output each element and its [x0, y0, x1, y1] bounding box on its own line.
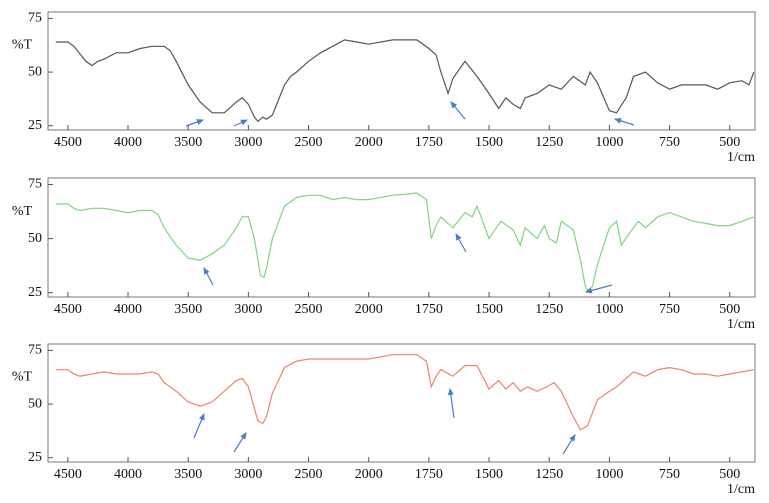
y-axis-label: %T	[12, 369, 33, 384]
x-tick-label: 1250	[535, 467, 563, 482]
x-tick-label: 750	[659, 467, 680, 482]
x-tick-label: 4000	[114, 467, 142, 482]
arrow	[450, 101, 466, 120]
arrow	[185, 119, 204, 127]
x-tick-label: 500	[719, 467, 740, 482]
y-tick-label: 50	[28, 231, 42, 246]
x-tick-label: 4000	[114, 135, 142, 150]
spectrum-panel: 25 50 75 4500 4000 3500 3000 2500 2000 1750 1500 12…	[12, 11, 756, 165]
x-tick-label: 2500	[295, 302, 323, 317]
arrow	[233, 432, 247, 453]
x-axis-label: 1/cm	[727, 150, 755, 165]
y-tick-label: 25	[28, 118, 42, 133]
x-tick-label: 1500	[475, 467, 503, 482]
x-tick-label: 3000	[234, 467, 262, 482]
x-tick-label: 4500	[54, 467, 82, 482]
arrow	[562, 434, 576, 455]
arrow	[203, 267, 214, 286]
x-tick-label: 3500	[174, 135, 202, 150]
spectrum-line	[55, 354, 754, 431]
plot-frame	[47, 177, 756, 298]
x-tick-label: 3500	[174, 302, 202, 317]
y-tick-label: 25	[28, 450, 42, 465]
arrow	[193, 413, 205, 439]
x-tick-label: 2000	[355, 135, 383, 150]
spectrum-panel: 25 50 75 4500 4000 3500 3000 2500 2000 1750 1500 12…	[12, 343, 756, 497]
x-tick-label: 2500	[295, 467, 323, 482]
y-tick-label: 75	[28, 343, 42, 358]
spectrum-panel: 25 50 75 4500 4000 3500 3000 2500 2000 1750 1500 12…	[12, 177, 756, 332]
x-tick-label: 4500	[54, 135, 82, 150]
x-tick-label: 1000	[595, 302, 623, 317]
annotation-arrows	[185, 101, 635, 455]
y-axis-label: %T	[12, 37, 33, 52]
x-tick-label: 500	[719, 302, 740, 317]
arrow	[447, 388, 455, 419]
arrow	[614, 117, 635, 126]
arrow	[585, 284, 613, 294]
y-tick-label: 75	[28, 11, 42, 26]
plot-frame	[47, 343, 756, 463]
y-axis-label: %T	[12, 204, 33, 219]
x-tick-label: 1750	[415, 467, 443, 482]
x-tick-label: 3000	[234, 302, 262, 317]
x-tick-label: 4000	[114, 302, 142, 317]
x-tick-label: 2500	[295, 135, 323, 150]
x-tick-label: 1000	[595, 135, 623, 150]
spectrum-line	[55, 39, 755, 123]
arrow	[233, 119, 248, 127]
x-tick-label: 1500	[475, 302, 503, 317]
x-tick-label: 1250	[535, 135, 563, 150]
x-tick-label: 1750	[415, 135, 443, 150]
x-tick-label: 500	[719, 135, 740, 150]
spectrum-line	[55, 192, 755, 292]
x-tick-label: 2000	[355, 302, 383, 317]
x-axis-label: 1/cm	[727, 482, 755, 497]
arrow	[455, 233, 467, 253]
x-tick-label: 3000	[234, 135, 262, 150]
x-tick-label: 1750	[415, 302, 443, 317]
y-tick-label: 50	[28, 64, 42, 79]
x-tick-label: 1500	[475, 135, 503, 150]
y-tick-label: 50	[28, 396, 42, 411]
x-tick-label: 1250	[535, 302, 563, 317]
x-tick-label: 750	[659, 302, 680, 317]
x-tick-label: 1000	[595, 467, 623, 482]
x-axis-label: 1/cm	[727, 317, 755, 332]
x-tick-label: 3500	[174, 467, 202, 482]
x-tick-label: 2000	[355, 467, 383, 482]
x-tick-label: 750	[659, 135, 680, 150]
x-tick-label: 4500	[54, 302, 82, 317]
y-tick-label: 75	[28, 177, 42, 192]
plot-frame	[47, 11, 756, 131]
y-tick-label: 25	[28, 285, 42, 300]
